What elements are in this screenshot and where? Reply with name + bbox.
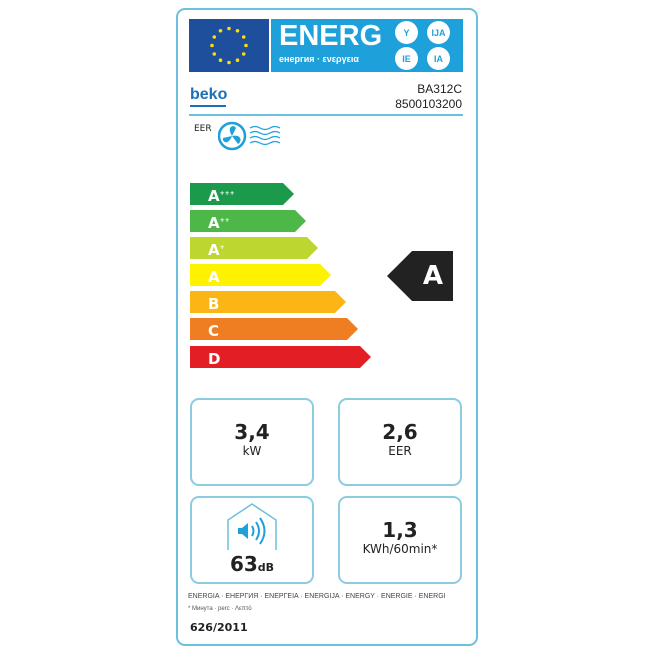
consumption-value: 1,3 — [382, 518, 418, 542]
eu-star-icon — [241, 52, 246, 56]
footer-note: * Минута · perc · Λεπτό — [188, 606, 252, 612]
noise-unit: dB — [257, 561, 275, 574]
class-letter: B — [208, 295, 220, 313]
class-letter: A — [208, 241, 220, 259]
energy-class-bar: C — [190, 318, 358, 340]
energy-label-frame — [176, 8, 478, 646]
eer-label: EER — [194, 124, 212, 134]
eu-star-icon — [235, 58, 240, 63]
energy-class-bar: D — [190, 346, 371, 368]
footer-languages: ENERGIA · ЕНЕРГИЯ · ΕΝΕΡΓΕΙΑ · ENERGIJA … — [188, 593, 446, 600]
eu-star-icon — [227, 26, 231, 31]
noise-box: 63dB — [190, 496, 314, 584]
eu-star-icon — [244, 43, 248, 48]
eu-flag-logo — [189, 19, 269, 72]
energy-class-bar: A — [190, 264, 331, 286]
energy-class-bar: B — [190, 291, 346, 313]
class-letter: A — [208, 214, 220, 232]
model-info: BA312C 8500103200 — [395, 82, 462, 112]
energy-class-bar: A+++ — [190, 183, 294, 205]
consumption-box: 1,3 KWh/60min* — [338, 496, 462, 584]
model-name: BA312C — [417, 82, 462, 96]
suffix-ia: IA — [427, 47, 450, 70]
class-plus: + — [219, 244, 225, 251]
capacity-value: 3,4 — [234, 420, 270, 444]
capacity-box: 3,4 kW — [190, 398, 314, 486]
eu-star-icon — [218, 58, 223, 63]
class-letter: A — [208, 187, 220, 205]
suffix-y: Y — [395, 21, 418, 44]
eer-unit: EER — [388, 444, 412, 458]
energy-title: ENERG — [279, 20, 383, 52]
brand-logo: beko — [190, 86, 228, 103]
eer-value: 2,6 — [382, 420, 418, 444]
noise-value: 63 — [229, 552, 258, 576]
suffix-ie: IE — [395, 47, 418, 70]
eu-star-icon — [212, 52, 217, 56]
eu-star-icon — [218, 28, 223, 33]
energy-class-bar: A++ — [190, 210, 306, 232]
eu-star-icon — [241, 35, 246, 39]
energy-class-bar: A+ — [190, 237, 318, 259]
class-plus: ++ — [219, 217, 230, 224]
noise-house-speaker-icon — [227, 503, 277, 550]
class-letter: C — [208, 322, 220, 340]
fan-airflow-icon — [218, 121, 281, 151]
eu-star-icon — [210, 43, 214, 48]
class-letter: D — [208, 350, 221, 368]
eu-star-icon — [227, 60, 231, 65]
eu-star-icon — [212, 35, 217, 39]
eu-star-icon — [235, 28, 240, 33]
suffix-ija: IJA — [427, 21, 450, 44]
model-code: 8500103200 — [395, 97, 462, 111]
class-plus: +++ — [219, 190, 235, 197]
eer-box: 2,6 EER — [338, 398, 462, 486]
capacity-unit: kW — [242, 444, 262, 458]
class-letter: A — [208, 268, 220, 286]
regulation-number: 626/2011 — [190, 621, 248, 634]
energy-subtitle: енергия · ενεργεια — [279, 54, 359, 64]
consumption-unit: KWh/60min* — [362, 542, 438, 556]
divider — [189, 114, 463, 116]
brand-underline — [190, 105, 226, 107]
